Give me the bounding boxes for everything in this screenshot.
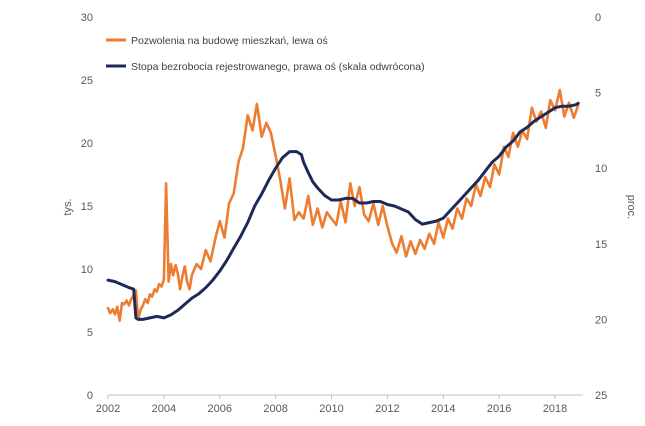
y-right-tick-label: 10 (595, 163, 607, 175)
y-left-tick-label: 10 (81, 264, 93, 276)
y-left-tick-label: 25 (81, 75, 93, 87)
x-tick-label: 2010 (319, 403, 343, 415)
y-axis-left-title: tys. (62, 198, 74, 215)
x-tick-label: 2002 (96, 403, 120, 415)
series-line-unemployment (106, 101, 580, 321)
y-right-tick-label: 5 (595, 88, 601, 100)
series-layer (106, 88, 580, 323)
legend-label-permits: Pozwolenia na budowę mieszkań, lewa oś (131, 35, 328, 47)
y-axis-right-title: proc. (625, 195, 637, 219)
x-tick-label: 2018 (543, 403, 567, 415)
y-left-tick-label: 30 (81, 12, 93, 24)
legend: Pozwolenia na budowę mieszkań, lewa oś S… (106, 35, 425, 73)
y-right-tick-label: 20 (595, 314, 607, 326)
y-left-tick-label: 20 (81, 138, 93, 150)
x-tick-label: 2004 (152, 403, 176, 415)
y-left-tick-label: 15 (81, 201, 93, 213)
axes: 2002 2004 2006 2008 2010 2012 2014 2016 20180510… (81, 12, 608, 415)
y-left-tick-label: 0 (87, 390, 93, 402)
series-line-permits (106, 88, 580, 323)
x-tick-label: 2016 (487, 403, 511, 415)
y-left-tick-label: 5 (87, 327, 93, 339)
y-right-tick-label: 0 (595, 12, 601, 24)
x-tick-label: 2006 (208, 403, 232, 415)
x-tick-label: 2014 (431, 403, 455, 415)
x-tick-label: 2012 (375, 403, 399, 415)
x-tick-label: 2008 (263, 403, 287, 415)
legend-label-unemployment: Stopa bezrobocia rejestrowanego, prawa o… (131, 61, 425, 73)
y-right-tick-label: 15 (595, 239, 607, 251)
y-right-tick-label: 25 (595, 390, 607, 402)
